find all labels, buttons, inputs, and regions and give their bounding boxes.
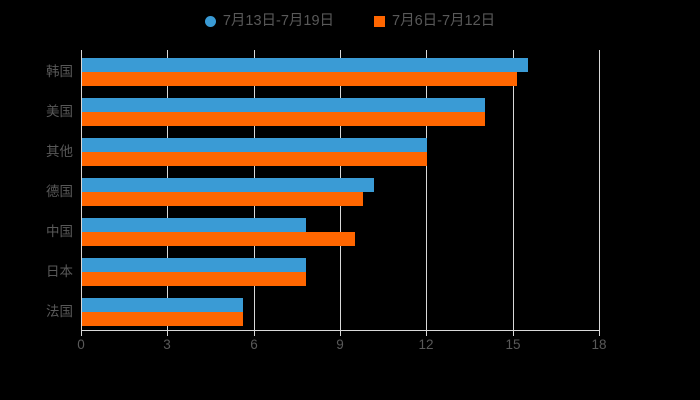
bar-0-4[interactable] [82, 218, 306, 232]
y-axis-tick-label: 日本 [46, 264, 73, 279]
x-axis-tick-mark [426, 331, 427, 336]
bar-1-0[interactable] [82, 72, 517, 86]
bar-1-4[interactable] [82, 232, 355, 246]
y-axis-tick-label: 法国 [46, 304, 73, 319]
bar-1-3[interactable] [82, 192, 363, 206]
gridline [513, 50, 514, 330]
x-axis-tick-mark [254, 331, 255, 336]
y-axis-tick-label: 美国 [46, 104, 73, 119]
x-axis-tick-label: 3 [163, 337, 171, 352]
bar-1-6[interactable] [82, 312, 243, 326]
legend-label-series-0: 7月13日-7月19日 [222, 12, 335, 29]
x-axis-tick-mark [340, 331, 341, 336]
x-axis-tick-label: 0 [77, 337, 85, 352]
y-axis-tick-label: 韩国 [46, 64, 73, 79]
bar-1-5[interactable] [82, 272, 306, 286]
x-axis-tick-label: 15 [505, 337, 521, 352]
bar-0-0[interactable] [82, 58, 528, 72]
legend-item-series-0[interactable]: 7月13日-7月19日 [204, 12, 335, 29]
bar-1-1[interactable] [82, 112, 485, 126]
legend-dot-marker-icon [204, 15, 216, 27]
y-axis-tick-label: 德国 [46, 184, 73, 199]
x-axis-tick-mark [513, 331, 514, 336]
x-axis-tick-mark [167, 331, 168, 336]
x-axis-tick-label: 18 [591, 337, 607, 352]
bar-0-5[interactable] [82, 258, 306, 272]
x-axis-tick-mark [599, 331, 600, 336]
y-axis-tick-label: 其他 [46, 144, 73, 159]
bar-0-3[interactable] [82, 178, 374, 192]
x-axis-tick-label: 9 [336, 337, 344, 352]
legend-item-series-1[interactable]: 7月6日-7月12日 [374, 14, 495, 29]
legend-label-series-1: 7月6日-7月12日 [392, 12, 496, 29]
y-axis-tick-label: 中国 [46, 224, 73, 239]
x-axis-tick-label: 6 [250, 337, 258, 352]
legend-square-marker-icon [374, 15, 386, 27]
bar-1-2[interactable] [82, 152, 427, 166]
x-axis-tick-label: 12 [418, 337, 434, 352]
gridline [426, 50, 427, 330]
x-axis-line [81, 330, 600, 331]
bar-0-2[interactable] [82, 138, 427, 152]
y-axis-line [81, 50, 82, 330]
bar-0-6[interactable] [82, 298, 243, 312]
bar-0-1[interactable] [82, 98, 485, 112]
plot-area [81, 50, 600, 330]
x-axis-tick-mark [81, 331, 82, 336]
chart-legend: 7月13日-7月19日 7月6日-7月12日 [0, 8, 700, 34]
gridline [599, 50, 600, 330]
